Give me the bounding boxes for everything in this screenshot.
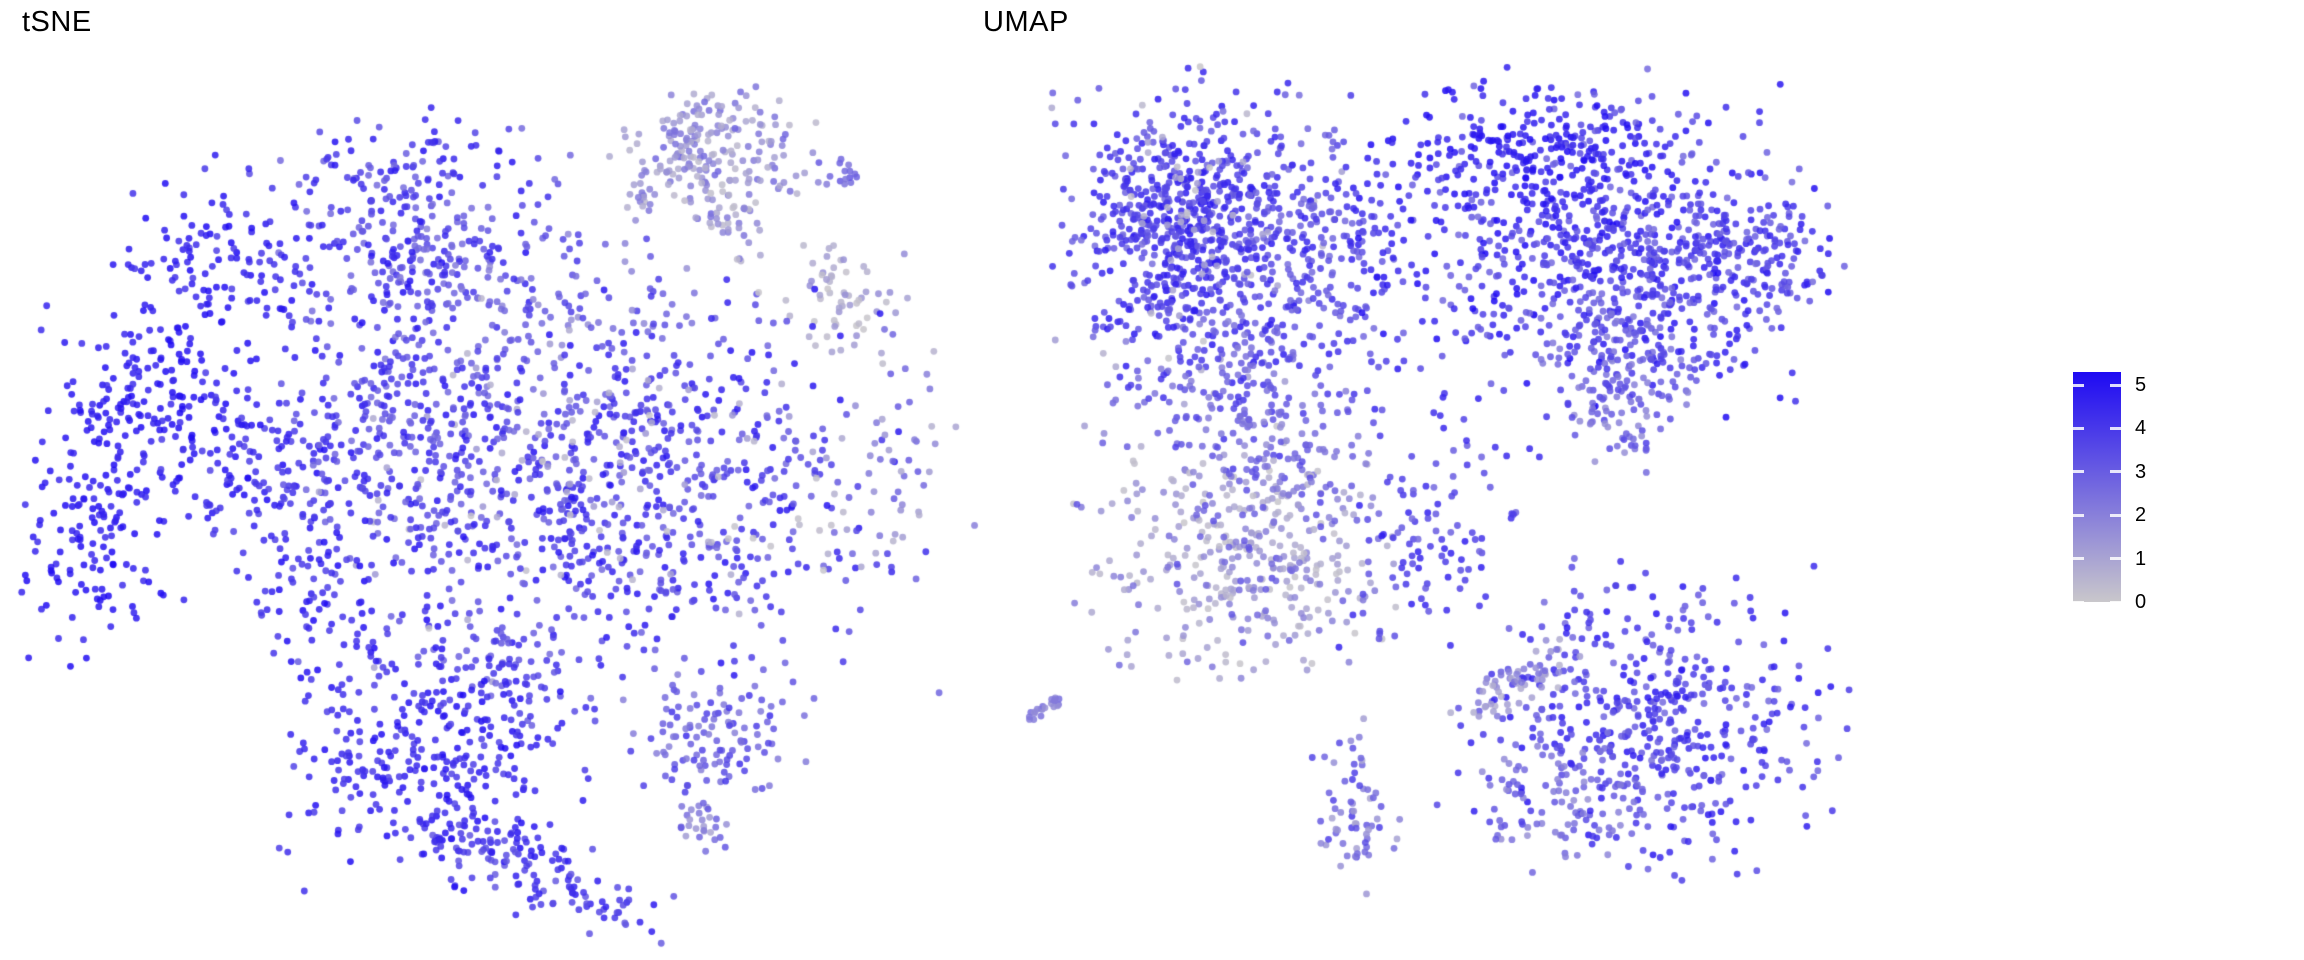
colorbar-tick-label: 4 xyxy=(2135,417,2147,440)
colorbar-tick-mark xyxy=(2110,600,2121,604)
colorbar-tick-label: 3 xyxy=(2135,460,2147,483)
colorbar-gradient xyxy=(2073,372,2121,604)
colorbar-tick-mark xyxy=(2073,426,2084,430)
colorbar-tick-label: 1 xyxy=(2135,547,2147,570)
colorbar-tick-mark xyxy=(2073,600,2084,604)
colorbar-tick-label: 5 xyxy=(2135,374,2147,396)
colorbar-tick-mark xyxy=(2073,383,2084,387)
colorbar-tick-mark xyxy=(2110,426,2121,430)
colorbar-legend: 5 4 3 2 1 0 xyxy=(2073,372,2233,613)
panel-title-tsne: tSNE xyxy=(22,6,92,38)
colorbar-tick-label: 2 xyxy=(2135,504,2147,527)
colorbar-tick-mark xyxy=(2110,513,2121,517)
colorbar-tick-mark xyxy=(2073,470,2084,474)
colorbar-tick-mark xyxy=(2110,470,2121,474)
colorbar-tick-mark xyxy=(2073,557,2084,561)
colorbar-tick-mark xyxy=(2110,557,2121,561)
panel-title-umap: UMAP xyxy=(983,6,1069,38)
colorbar-tick-mark xyxy=(2073,513,2084,517)
colorbar-tick-mark xyxy=(2110,383,2121,387)
colorbar-tick-label: 0 xyxy=(2135,591,2147,613)
